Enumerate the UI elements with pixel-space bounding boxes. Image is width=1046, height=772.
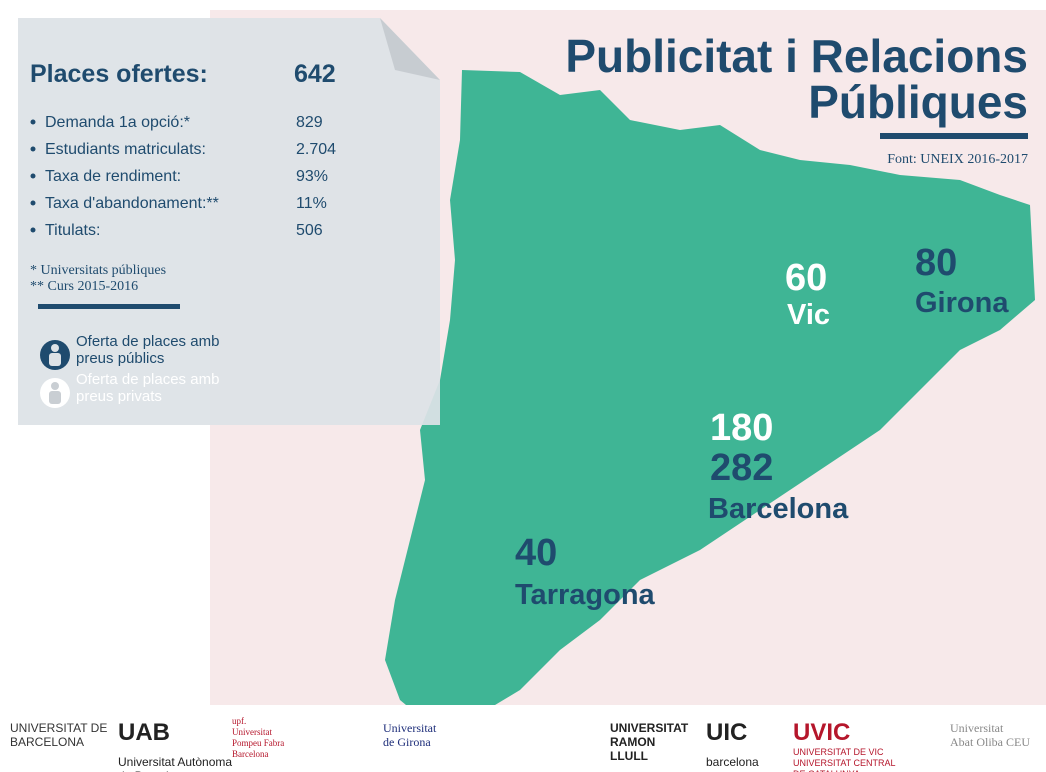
logo-text: Universitat <box>383 721 437 735</box>
public-places: 80 <box>915 242 957 284</box>
legend-text: Oferta de places amb <box>76 371 219 388</box>
logo-text: UVIC <box>793 719 850 746</box>
logo-text: UNIVERSITAT CENTRAL <box>793 758 896 768</box>
stat-label: Taxa d'abandonament:** <box>45 195 219 212</box>
logo-text: Pompeu Fabra <box>232 738 284 748</box>
panel-title: Places ofertes: <box>30 60 208 88</box>
legend-icon-head <box>51 344 59 352</box>
stat-label: Taxa de rendiment: <box>45 168 181 185</box>
legend-text: preus públics <box>76 350 164 367</box>
bullet <box>30 227 36 233</box>
logo-text: Abat Oliba CEU <box>950 735 1030 749</box>
logo-text: UAB <box>118 719 170 746</box>
bullet <box>30 173 36 179</box>
divider <box>38 304 180 309</box>
logo-text: Universitat <box>232 727 272 737</box>
legend-text: preus privats <box>76 388 162 405</box>
logo-text: de Barcelona <box>118 769 189 772</box>
legend-icon-body <box>49 353 61 366</box>
logo-text: de Girona <box>383 735 431 749</box>
panel-total: 642 <box>294 60 336 88</box>
city-name: Barcelona <box>708 493 849 525</box>
stat-value: 506 <box>296 222 323 239</box>
stat-label: Demanda 1a opció:* <box>45 114 190 131</box>
logo-text: Universitat Autònoma <box>118 755 232 769</box>
logo-text: LLULL <box>610 749 648 763</box>
title-underline <box>880 133 1028 139</box>
stat-label: Titulats: <box>45 222 100 239</box>
logo-text: Barcelona <box>232 749 268 759</box>
legend-icon-head <box>51 382 59 390</box>
logo-text: UIC <box>706 719 747 746</box>
stat-value: 93% <box>296 168 328 185</box>
logo-text: upf. <box>232 716 246 726</box>
map-catalonia <box>385 70 1035 725</box>
source: Font: UNEIX 2016-2017 <box>887 152 1028 167</box>
stat-value: 2.704 <box>296 141 336 158</box>
logo-text: barcelona <box>706 755 759 769</box>
logo-text: UNIVERSITAT <box>610 721 689 735</box>
logo-text: BARCELONA <box>10 735 84 749</box>
stat-value: 829 <box>296 114 323 131</box>
logo-strip <box>0 705 1046 772</box>
logo-text: UNIVERSITAT DE <box>10 721 107 735</box>
city-name: Vic <box>787 299 830 331</box>
bullet <box>30 200 36 206</box>
private-places: 180 <box>710 407 773 449</box>
logo-text: UNIVERSITAT DE VIC <box>793 747 884 757</box>
logo-text: RAMON <box>610 735 655 749</box>
logo-text: DE CATALUNYA <box>793 769 860 772</box>
title-line: Públiques <box>808 76 1028 128</box>
note: ** Curs 2015-2016 <box>30 279 138 294</box>
bullet <box>30 146 36 152</box>
city-name: Tarragona <box>515 579 656 611</box>
public-places: 282 <box>710 447 773 489</box>
title-line: Publicitat i Relacions <box>565 30 1028 82</box>
info-panel <box>18 18 440 425</box>
bullet <box>30 119 36 125</box>
legend-text: Oferta de places amb <box>76 333 219 350</box>
private-places: 60 <box>785 257 827 299</box>
logo-text: Universitat <box>950 721 1004 735</box>
stat-value: 11% <box>296 195 327 212</box>
note: * Universitats públiques <box>30 263 166 278</box>
panel-fold <box>380 18 440 80</box>
public-places: 40 <box>515 532 557 574</box>
legend-icon-body <box>49 391 61 404</box>
city-name: Girona <box>915 287 1009 319</box>
stat-label: Estudiants matriculats: <box>45 141 206 158</box>
